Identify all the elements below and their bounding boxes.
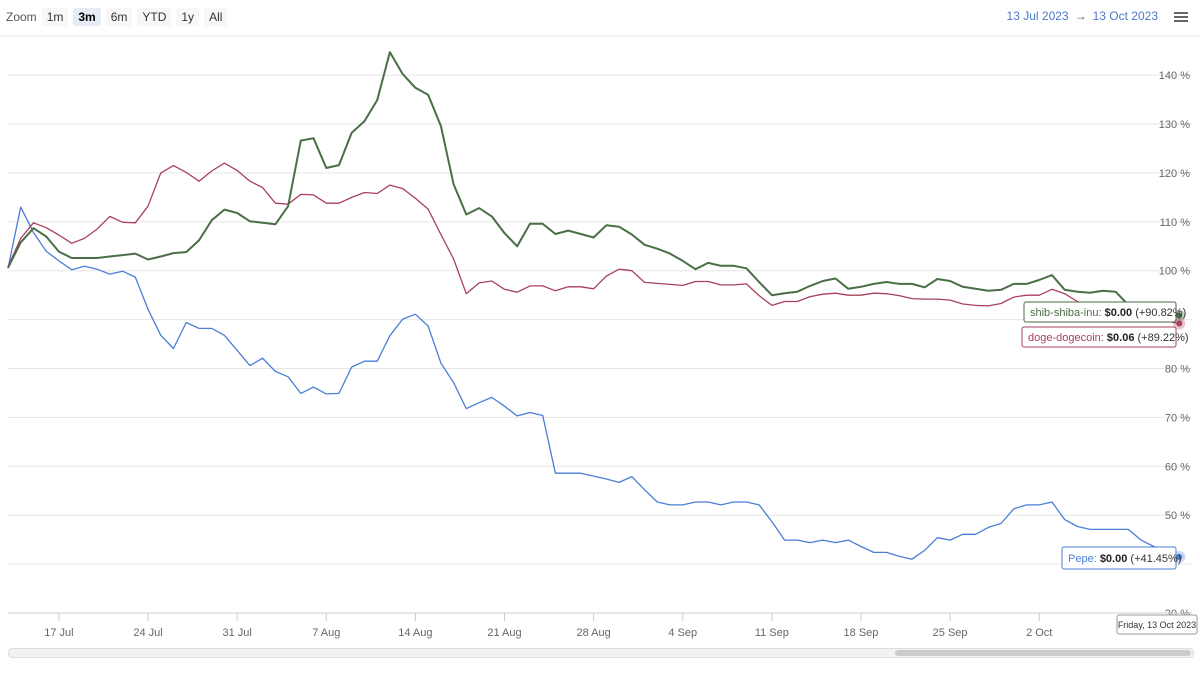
x-tick-label: 14 Aug <box>398 627 432 639</box>
y-tick-label: 110 % <box>1160 217 1191 229</box>
x-tick-label: 11 Sep <box>755 627 789 639</box>
tooltip-series-name: doge-dogecoin: <box>1028 332 1107 344</box>
tooltip-label: doge-dogecoin: $0.06 (+89.22%) <box>1028 332 1189 344</box>
date-tooltip-text: Friday, 13 Oct 2023 <box>1118 620 1196 630</box>
series-end-marker <box>1176 312 1183 319</box>
zoom-all-button[interactable]: All <box>204 8 228 26</box>
y-tick-label: 60 % <box>1165 461 1190 473</box>
y-tick-label: 130 % <box>1159 119 1190 131</box>
date-tooltip-box <box>1116 614 1198 635</box>
zoom-ytd-button[interactable]: YTD <box>137 8 172 26</box>
series-line-Pepe <box>7 206 1180 560</box>
series-line-doge-dogecoin <box>7 162 1180 325</box>
y-axis: 30 %50 %60 %70 %80 %100 %110 %120 %130 %… <box>1159 70 1190 620</box>
tooltip-box <box>1023 301 1177 323</box>
zoom-toolbar: Zoom 1m 3m 6m YTD 1y All <box>6 7 232 27</box>
navigator-thumb[interactable] <box>895 650 1191 656</box>
series-line-shib-shiba-inu <box>7 51 1180 317</box>
zoom-1y-button[interactable]: 1y <box>176 8 200 26</box>
grid-lines <box>0 35 1200 614</box>
x-tick-label: 31 Jul <box>222 627 251 639</box>
y-tick-label: 120 % <box>1159 168 1190 180</box>
tooltip-box <box>1021 326 1177 348</box>
x-tick-label: 28 Aug <box>577 627 611 639</box>
tooltip-series-name: shib-shiba-inu: <box>1030 307 1105 319</box>
x-tick-label: 2 Oct <box>1026 627 1052 639</box>
chart-menu-icon[interactable] <box>1174 12 1188 24</box>
range-from[interactable]: 13 Jul 2023 <box>1006 9 1069 23</box>
tooltip-change: (+90.82%) <box>1135 307 1186 319</box>
zoom-6m-button[interactable]: 6m <box>105 8 133 26</box>
series-lines <box>7 51 1180 560</box>
y-tick-label: 70 % <box>1165 412 1190 424</box>
x-axis: 17 Jul 24 Jul 31 Jul 7 Aug 14 Aug 21 Aug 28 Au… <box>8 612 1192 639</box>
series-end-marker <box>1176 554 1183 561</box>
tooltip-price: $0.06 <box>1107 332 1138 344</box>
tooltip-series-name: Pepe: <box>1068 553 1100 565</box>
x-tick-label: 17 Jul <box>44 627 73 639</box>
y-tick-label: 140 % <box>1159 70 1190 82</box>
zoom-3m-button[interactable]: 3m <box>73 8 101 26</box>
series-tooltips: shib-shiba-inu: $0.00 (+90.82%) doge-doge… <box>1021 301 1189 570</box>
date-range: 13 Jul 2023 → 13 Oct 2023 <box>1007 9 1158 23</box>
tooltip-label: Pepe: $0.00 (+41.45%) <box>1068 553 1181 565</box>
x-tick-label: 4 Sep <box>668 627 697 639</box>
tooltip-change: (+89.22%) <box>1138 332 1189 344</box>
x-tick-label: 7 Aug <box>312 627 340 639</box>
series-end-marker <box>1176 320 1183 327</box>
y-tick-label: 80 % <box>1165 364 1190 376</box>
tooltip-change: (+41.45%) <box>1130 553 1181 565</box>
tooltip-box <box>1061 546 1177 570</box>
tooltip-price: $0.00 <box>1105 307 1136 319</box>
range-arrow: → <box>1074 9 1087 23</box>
y-tick-label: 100 % <box>1159 266 1190 278</box>
tooltip-label: shib-shiba-inu: $0.00 (+90.82%) <box>1030 307 1186 319</box>
navigator-scrollbar[interactable] <box>8 648 1194 658</box>
x-tick-label: 24 Jul <box>133 627 162 639</box>
range-to[interactable]: 13 Oct 2023 <box>1092 9 1158 23</box>
zoom-1m-button[interactable]: 1m <box>41 8 69 26</box>
tooltip-price: $0.00 <box>1100 553 1131 565</box>
y-tick-label: 50 % <box>1165 510 1190 522</box>
zoom-label: Zoom <box>6 10 37 24</box>
date-tooltip: Friday, 13 Oct 2023 <box>1116 614 1198 635</box>
x-tick-label: 21 Aug <box>487 627 521 639</box>
line-chart: 30 %50 %60 %70 %80 %100 %110 %120 %130 %… <box>0 35 1200 639</box>
x-tick-label: 25 Sep <box>933 627 968 639</box>
x-tick-label: 18 Sep <box>844 627 879 639</box>
